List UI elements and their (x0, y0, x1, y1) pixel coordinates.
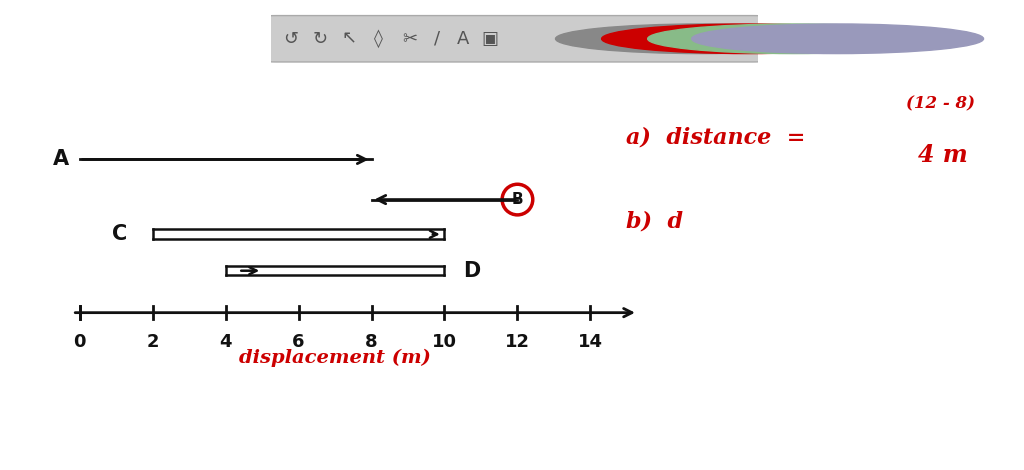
Text: 0: 0 (74, 333, 86, 351)
Text: ▣: ▣ (481, 30, 499, 48)
Text: ◊: ◊ (374, 30, 383, 48)
Circle shape (648, 24, 940, 54)
Text: A: A (52, 149, 69, 170)
Text: displacement (m): displacement (m) (239, 349, 431, 368)
Text: 14: 14 (578, 333, 603, 351)
Text: D: D (463, 261, 480, 281)
Text: ↺: ↺ (284, 30, 298, 48)
FancyBboxPatch shape (266, 16, 763, 62)
Circle shape (692, 24, 983, 54)
Text: ↖: ↖ (342, 30, 356, 48)
Text: 10: 10 (432, 333, 457, 351)
Text: (12 - 8): (12 - 8) (906, 95, 975, 112)
Circle shape (556, 24, 848, 54)
Text: C: C (112, 224, 127, 244)
Text: 12: 12 (505, 333, 530, 351)
Text: 4: 4 (219, 333, 231, 351)
Text: 4 m: 4 m (918, 143, 968, 167)
Text: ✂: ✂ (402, 30, 418, 48)
Text: A: A (458, 30, 470, 48)
Text: /: / (434, 30, 439, 48)
Text: 8: 8 (366, 333, 378, 351)
Text: ↻: ↻ (312, 30, 328, 48)
Text: 6: 6 (292, 333, 305, 351)
Circle shape (602, 24, 893, 54)
Text: a)  distance  =: a) distance = (627, 126, 806, 148)
Text: b)  d: b) d (627, 211, 683, 232)
Text: 2: 2 (146, 333, 159, 351)
Text: B: B (512, 192, 523, 207)
